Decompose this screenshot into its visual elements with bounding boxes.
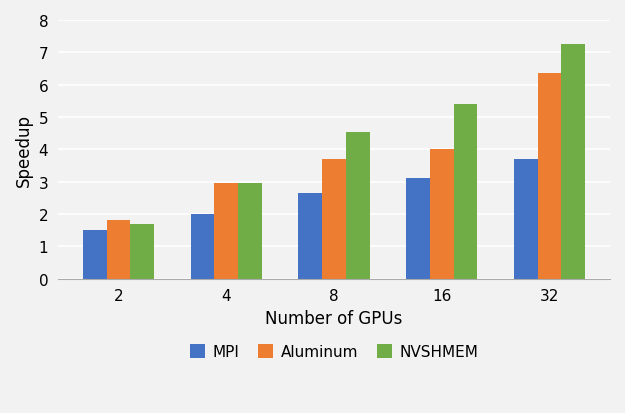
Bar xyxy=(299,193,322,279)
Bar xyxy=(561,45,585,279)
Bar xyxy=(454,105,478,279)
Bar xyxy=(131,224,154,279)
X-axis label: Number of GPUs: Number of GPUs xyxy=(266,309,402,327)
Bar xyxy=(238,184,262,279)
Legend: MPI, Aluminum, NVSHMEM: MPI, Aluminum, NVSHMEM xyxy=(184,338,484,366)
Bar xyxy=(83,230,107,279)
Y-axis label: Speedup: Speedup xyxy=(15,114,33,186)
Bar xyxy=(322,159,346,279)
Bar xyxy=(214,184,238,279)
Bar xyxy=(346,132,369,279)
Bar xyxy=(107,221,131,279)
Bar xyxy=(538,74,561,279)
Bar xyxy=(191,214,214,279)
Bar xyxy=(514,159,538,279)
Bar xyxy=(430,150,454,279)
Bar xyxy=(406,179,430,279)
